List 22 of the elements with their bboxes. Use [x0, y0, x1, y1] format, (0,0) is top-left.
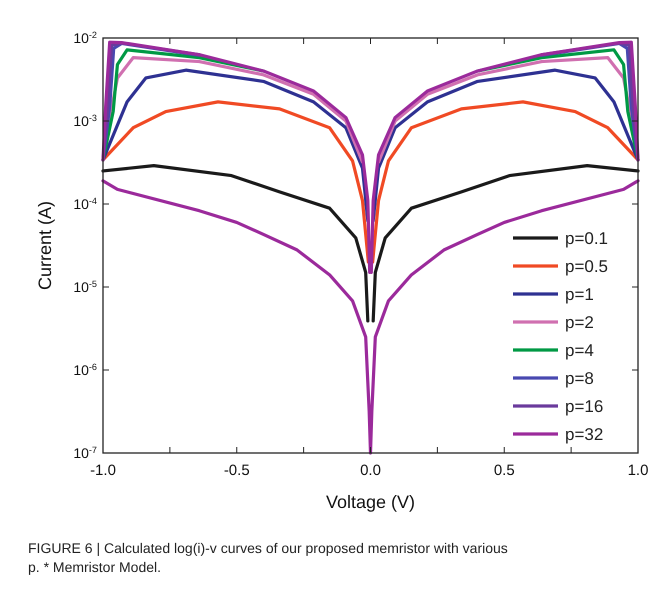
caption: FIGURE 6 | Calculated log(i)-v curves of our proposed memristor with various p. * Memristor Model.: [28, 540, 508, 575]
legend-label: p=0.5: [565, 257, 608, 276]
x-tick-label: -1.0: [90, 462, 116, 479]
x-axis-title: Voltage (V): [326, 492, 416, 512]
legend-label: p=32: [565, 425, 604, 444]
x-tick-label: 0.5: [494, 462, 515, 479]
y-tick-label: 10$^{-3}$: [73, 113, 97, 129]
y-tick-label: 10$^{-6}$: [73, 362, 97, 378]
y-tick-label: 10$^{-5}$: [73, 279, 97, 295]
x-tick-label: 1.0: [628, 462, 648, 479]
legend-label: p=2: [565, 313, 594, 332]
legend-label: p=16: [565, 397, 604, 416]
legend-label: p=4: [565, 341, 594, 360]
y-tick-label: 10$^{-7}$: [73, 445, 97, 461]
x-tick-label: 0.0: [360, 462, 381, 479]
legend-label: p=1: [565, 285, 594, 304]
x-tick-label: -0.5: [224, 462, 250, 479]
y-tick-label: 10$^{-4}$: [73, 196, 97, 212]
legend-label: p=8: [565, 369, 594, 388]
y-tick-label: 10$^{-2}$: [73, 30, 97, 46]
y-axis-title: Current (A): [35, 200, 55, 290]
legend-label: p=0.1: [565, 229, 608, 248]
